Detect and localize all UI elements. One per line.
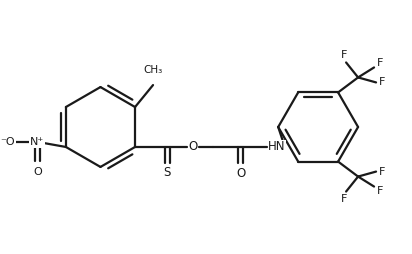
Text: F: F [341, 51, 347, 60]
Text: O: O [33, 167, 42, 177]
Text: F: F [379, 77, 385, 87]
Text: HN: HN [268, 140, 286, 153]
Text: F: F [341, 194, 347, 203]
Text: F: F [379, 167, 385, 177]
Text: F: F [377, 58, 383, 69]
Text: S: S [163, 166, 171, 179]
Text: F: F [377, 185, 383, 196]
Text: N⁺: N⁺ [30, 137, 44, 147]
Text: O: O [236, 167, 246, 180]
Text: ⁻O: ⁻O [1, 137, 15, 147]
Text: CH₃: CH₃ [143, 65, 163, 75]
Text: O: O [188, 140, 198, 153]
